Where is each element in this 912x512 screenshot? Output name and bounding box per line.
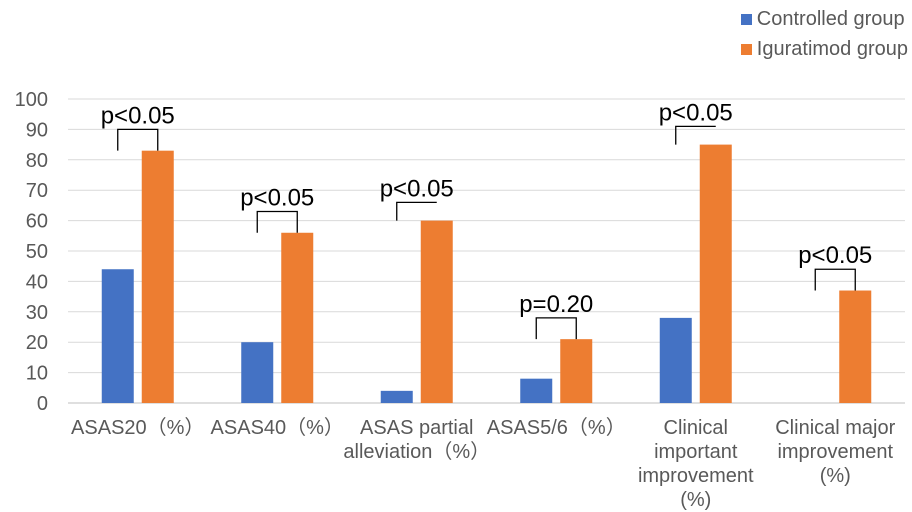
x-category-label: ASAS partial alleviation（%） bbox=[343, 417, 490, 463]
legend-item-controlled: Controlled group bbox=[740, 4, 908, 34]
bar-iguratimod bbox=[141, 150, 174, 403]
y-tick-label: 40 bbox=[26, 271, 48, 293]
y-tick-label: 50 bbox=[26, 241, 48, 263]
significance-bracket bbox=[814, 268, 856, 291]
p-value-label: p<0.05 bbox=[101, 102, 175, 129]
y-tick-label: 20 bbox=[26, 332, 48, 354]
y-tick-label: 10 bbox=[26, 363, 48, 385]
y-tick-label: 0 bbox=[37, 393, 48, 415]
bars bbox=[101, 144, 872, 403]
significance-bracket bbox=[256, 210, 298, 233]
legend: Controlled group Iguratimod group bbox=[740, 4, 908, 64]
bar-controlled bbox=[520, 378, 553, 403]
bar-iguratimod bbox=[420, 220, 453, 403]
bar-controlled bbox=[659, 317, 692, 403]
x-category-label: ASAS5/6（%） bbox=[487, 416, 626, 439]
bar-controlled bbox=[101, 269, 134, 403]
y-tick-label: 60 bbox=[26, 211, 48, 233]
y-tick-label: 100 bbox=[15, 89, 48, 111]
y-tick-label: 90 bbox=[26, 119, 48, 141]
bar-iguratimod bbox=[699, 144, 732, 403]
x-category-label: Clinical major improvement (%) bbox=[775, 417, 895, 487]
y-axis-tick-labels: 0 10 20 30 40 50 60 70 80 90 100 bbox=[15, 89, 48, 415]
p-value-label: p<0.05 bbox=[798, 242, 872, 269]
p-value-label: p<0.05 bbox=[240, 184, 314, 211]
legend-label-iguratimod: Iguratimod group bbox=[756, 37, 908, 60]
significance-bracket bbox=[675, 125, 716, 145]
significance-bracket bbox=[396, 201, 437, 221]
p-value-label: p<0.05 bbox=[380, 175, 454, 202]
legend-item-iguratimod: Iguratimod group bbox=[740, 34, 908, 64]
y-tick-label: 30 bbox=[26, 302, 48, 324]
legend-label-controlled: Controlled group bbox=[756, 7, 905, 30]
legend-swatch-iguratimod bbox=[740, 43, 752, 55]
bar-controlled bbox=[380, 390, 413, 403]
x-category-label: Clinical important improvement (%) bbox=[638, 417, 754, 511]
significance-bracket bbox=[117, 128, 159, 151]
significance-annotations: p<0.05 p<0.05 p<0.05 p=0.20 p<0.05 p<0.05 bbox=[101, 99, 872, 340]
bar-iguratimod bbox=[839, 290, 872, 403]
p-value-label: p<0.05 bbox=[659, 99, 733, 126]
x-category-label: ASAS40（%） bbox=[211, 416, 344, 439]
bar-iguratimod bbox=[560, 339, 593, 403]
y-tick-label: 70 bbox=[26, 180, 48, 202]
bar-controlled bbox=[241, 342, 274, 403]
gridlines bbox=[68, 98, 905, 404]
significance-bracket bbox=[535, 317, 577, 340]
legend-swatch-controlled bbox=[740, 13, 752, 25]
bar-iguratimod bbox=[281, 232, 314, 403]
p-value-label: p=0.20 bbox=[519, 291, 593, 318]
x-axis-category-labels: ASAS20（%） ASAS40（%） ASAS partial alleviatio… bbox=[71, 416, 896, 511]
x-category-label: ASAS20（%） bbox=[71, 416, 204, 439]
y-tick-label: 80 bbox=[26, 150, 48, 172]
